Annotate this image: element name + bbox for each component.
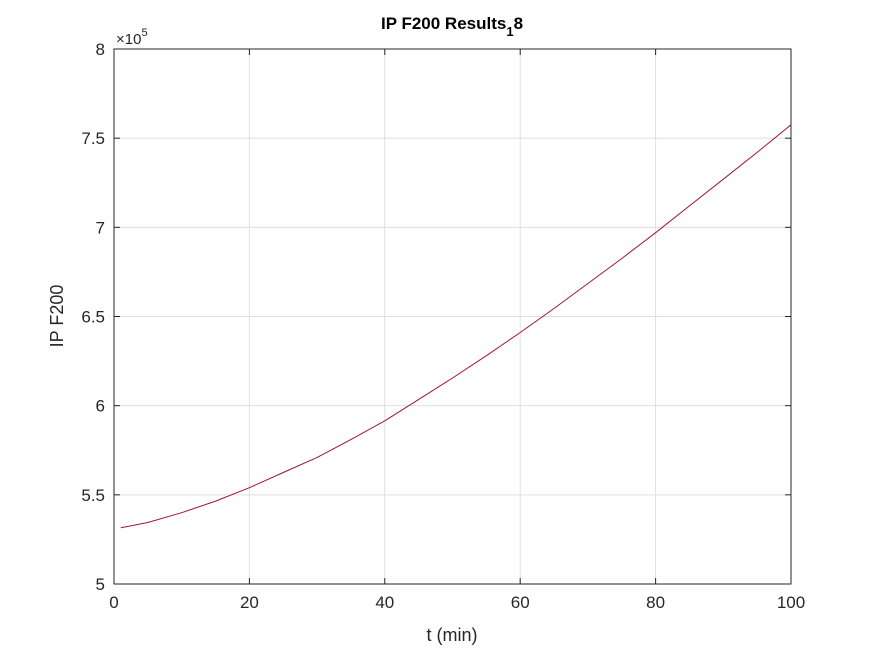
series-line: [120, 124, 792, 529]
y-tick-label: 6.5: [81, 308, 105, 327]
x-tick-label: 100: [777, 593, 805, 612]
x-tick-label: 20: [240, 593, 259, 612]
chart-title-suffix: 8: [514, 14, 523, 33]
x-axis-label: t (min): [427, 625, 478, 645]
y-tick-label: 5.5: [81, 486, 105, 505]
y-tick-label: 8: [96, 40, 105, 59]
y-exponent-power: 5: [141, 27, 147, 39]
y-exponent-label: ×105: [116, 27, 148, 48]
x-tick-label: 80: [646, 593, 665, 612]
ticks: [113, 48, 792, 585]
y-tick-label: 5: [96, 575, 105, 594]
y-tick-label: 6: [96, 397, 105, 416]
y-tick-label: 7: [96, 218, 105, 237]
chart-title: IP F200 Results18: [381, 14, 523, 39]
x-tick-labels: 0 20 40 60 80 100: [109, 593, 805, 612]
y-tick-label: 7.5: [81, 129, 105, 148]
y-axis-label: IP F200: [47, 285, 67, 348]
series-group: [120, 124, 792, 529]
grid: [113, 48, 792, 585]
x-tick-label: 0: [109, 593, 118, 612]
x-tick-label: 40: [375, 593, 394, 612]
y-tick-labels: 5 5.5 6 6.5 7 7.5 8: [81, 40, 105, 594]
x-tick-label: 60: [511, 593, 530, 612]
chart-title-subscript: 1: [506, 24, 513, 39]
